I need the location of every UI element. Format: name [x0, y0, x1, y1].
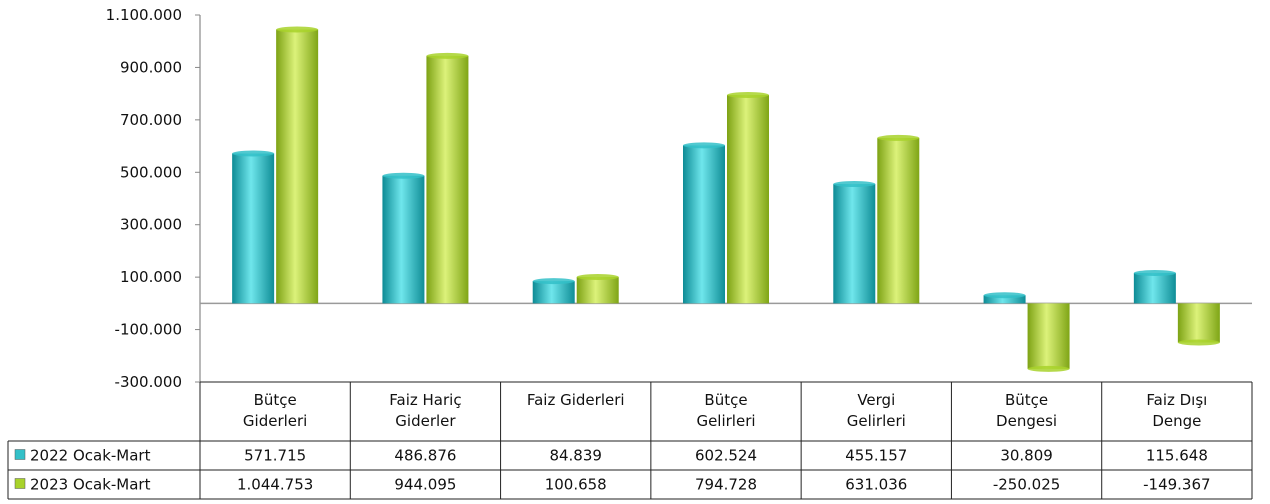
data-label: 631.036: [845, 476, 907, 494]
data-label: 1.044.753: [237, 476, 313, 494]
bar-2023-6: [1177, 303, 1220, 346]
y-tick-label: 1.100.000: [106, 6, 182, 24]
data-label: 794.728: [695, 476, 757, 494]
category-label: Faiz Giderleri: [527, 391, 625, 409]
data-label: 30.809: [1000, 447, 1053, 465]
bar-2023-4: [877, 134, 920, 304]
data-label: 84.839: [549, 447, 602, 465]
legend-swatch: [14, 449, 26, 460]
bar-cap: [576, 273, 619, 280]
bar-body: [276, 29, 319, 304]
category-label: Bütçe Giderleri: [243, 391, 307, 430]
data-label: 486.876: [394, 447, 456, 465]
bar-cap: [276, 26, 319, 33]
bar-cap: [877, 134, 920, 141]
bar-cap: [1133, 270, 1176, 277]
bar-cap: [833, 181, 876, 188]
data-label: 571.715: [244, 447, 306, 465]
bar-body: [532, 281, 575, 304]
bar-2023-0: [276, 26, 319, 304]
bar-body: [833, 184, 876, 304]
bar-2022-0: [232, 150, 275, 304]
y-tick-label: 700.000: [120, 111, 182, 129]
bar-2022-1: [382, 172, 425, 304]
y-tick-label: 900.000: [120, 58, 182, 76]
category-label: Faiz Hariç Giderler: [389, 391, 461, 430]
bar-2022-2: [532, 278, 575, 304]
bar-2023-1: [426, 52, 469, 304]
bar-2022-3: [683, 142, 725, 304]
bar-body: [983, 295, 1026, 304]
bar-2022-4: [833, 181, 876, 304]
bar-body: [382, 175, 425, 304]
legend-label: 2022 Ocak-Mart: [30, 447, 151, 465]
bar-cap: [232, 150, 275, 157]
bar-2023-3: [727, 92, 769, 304]
bar-cap: [727, 92, 769, 99]
legend-swatch: [14, 478, 26, 489]
data-label: 455.157: [845, 447, 907, 465]
data-label: 115.648: [1146, 447, 1208, 465]
bar-cap: [683, 142, 725, 149]
bar-body: [683, 145, 725, 304]
bar-2022-5: [983, 292, 1026, 304]
data-label: 602.524: [695, 447, 757, 465]
y-tick-label: -300.000: [115, 373, 182, 391]
bar-body: [727, 95, 769, 304]
bar-body: [1177, 303, 1220, 343]
bar-cap: [1027, 365, 1070, 372]
data-label: 100.658: [545, 476, 607, 494]
bar-body: [576, 276, 619, 304]
category-label: Vergi Gelirleri: [847, 391, 906, 430]
bar-body: [1027, 303, 1070, 369]
category-label: Bütçe Gelirleri: [696, 391, 755, 430]
bar-body: [877, 137, 920, 304]
bar-body: [232, 153, 275, 304]
bar-cap: [382, 172, 425, 179]
data-label: 944.095: [394, 476, 456, 494]
bar-2023-2: [576, 273, 619, 304]
y-tick-label: 100.000: [120, 268, 182, 286]
data-label: -250.025: [993, 476, 1060, 494]
y-tick-label: 300.000: [120, 216, 182, 234]
bar-body: [426, 55, 469, 304]
bar-cap: [426, 52, 469, 59]
category-label: Faiz Dışı Denge: [1146, 391, 1207, 430]
bar-2023-5: [1027, 303, 1070, 372]
legend-label: 2023 Ocak-Mart: [30, 476, 151, 494]
y-tick-label: -100.000: [115, 321, 182, 339]
category-label: Bütçe Dengesi: [996, 391, 1057, 430]
y-tick-label: 500.000: [120, 163, 182, 181]
bar-cap: [983, 292, 1026, 299]
bar-cap: [532, 278, 575, 285]
bar-2022-6: [1133, 270, 1176, 304]
bar-body: [1133, 273, 1176, 304]
bar-cap: [1177, 339, 1220, 346]
data-label: -149.367: [1143, 476, 1210, 494]
